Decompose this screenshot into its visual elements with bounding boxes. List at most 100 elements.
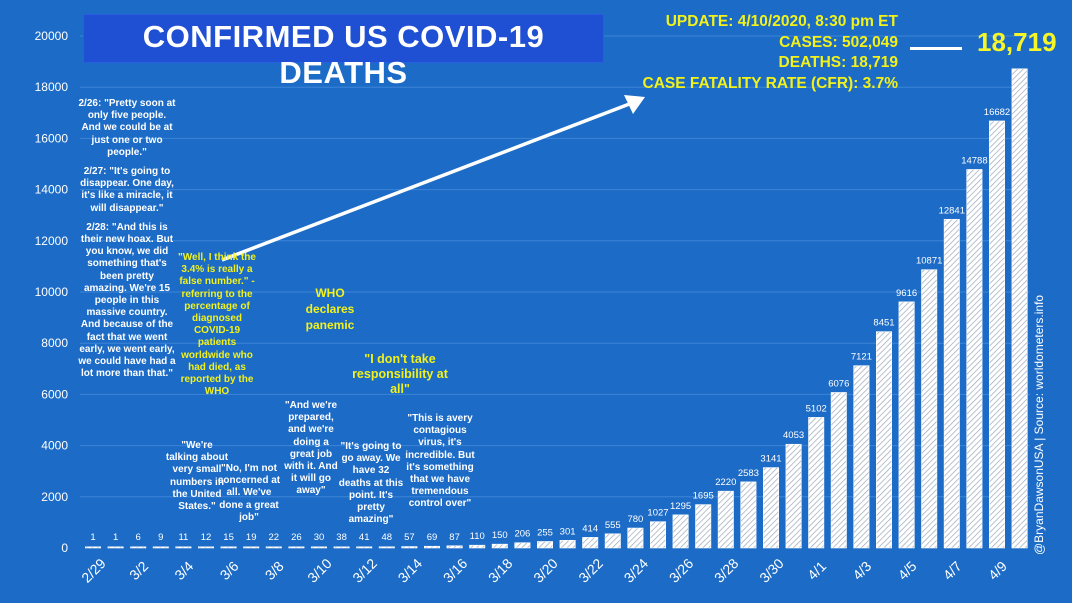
bar-value-label: 414 xyxy=(582,523,598,534)
stats-panel: UPDATE: 4/10/2020, 8:30 pm ET CASES: 502… xyxy=(643,12,898,94)
bar xyxy=(265,546,282,549)
x-tick-label: 3/30 xyxy=(756,555,787,586)
bar xyxy=(649,521,666,549)
bar-value-label: 10871 xyxy=(916,256,942,267)
bar xyxy=(921,269,938,549)
quote-responsibility: "I don't take responsibility at all" xyxy=(352,352,448,396)
bar-value-label: 15 xyxy=(223,532,234,543)
x-tick-label: 3/28 xyxy=(711,555,742,586)
bar xyxy=(672,514,689,549)
bar-value-label: 16682 xyxy=(984,107,1010,118)
bar-value-label: 1695 xyxy=(693,491,714,502)
bar xyxy=(559,539,576,549)
bar-value-label: 41 xyxy=(359,532,370,543)
quote-block-feb: 2/26: "Pretty soon at only five people. … xyxy=(78,98,176,387)
bar xyxy=(988,120,1005,549)
update-text: UPDATE: 4/10/2020, 8:30 pm ET xyxy=(665,13,898,30)
bar-value-label: 9616 xyxy=(896,288,917,299)
x-axis: 2/29 3/2 3/4 3/6 3/8 3/10 3/12 3/14 3/16 3/18 3/20… xyxy=(78,555,1010,586)
bar-value-label: 7121 xyxy=(851,352,872,363)
bars xyxy=(85,68,1028,549)
bar xyxy=(740,481,757,549)
x-tick-label: 2/29 xyxy=(78,555,109,586)
quote-2-28: 2/28: "And this is their new hoax. But y… xyxy=(78,221,176,380)
bar-value-label: 1027 xyxy=(647,508,668,519)
quote-2-26: 2/26: "Pretty soon at only five people. … xyxy=(78,98,176,158)
x-tick-label: 4/1 xyxy=(804,558,829,583)
bar-value-label: 555 xyxy=(605,520,621,531)
x-tick-label: 3/14 xyxy=(395,555,426,586)
bar-value-label: 301 xyxy=(560,526,576,537)
quote-small-numbers: "We're talking about very small numbers … xyxy=(165,440,229,513)
y-axis: 0 2000 4000 6000 8000 10000 12000 14000 16000 180… xyxy=(35,29,69,555)
x-tick-label: 3/20 xyxy=(530,555,561,586)
y-tick-label: 6000 xyxy=(41,387,68,401)
bar-value-label: 780 xyxy=(627,514,643,525)
latest-deaths-label: 18,719 xyxy=(977,27,1057,57)
bar xyxy=(808,417,825,549)
bar-value-label: 2583 xyxy=(738,468,759,479)
x-tick-label: 3/2 xyxy=(126,558,151,583)
bar xyxy=(627,527,644,549)
bar xyxy=(175,546,192,549)
bar-value-label: 38 xyxy=(336,532,347,543)
bar xyxy=(107,546,124,549)
bar-value-label: 4053 xyxy=(783,430,804,441)
bar-value-label: 150 xyxy=(492,530,508,541)
bar-value-label: 12 xyxy=(201,532,212,543)
bar-value-label: 255 xyxy=(537,527,553,538)
bar xyxy=(243,546,260,549)
bar xyxy=(446,545,463,549)
bar xyxy=(85,546,102,549)
x-tick-label: 3/12 xyxy=(349,555,380,586)
bar xyxy=(898,301,915,549)
bar xyxy=(514,542,531,549)
y-tick-label: 18000 xyxy=(35,80,69,94)
y-tick-label: 12000 xyxy=(35,234,69,248)
bar-value-label: 110 xyxy=(470,531,485,542)
quote-contagious: "This is avery contagious virus, it's in… xyxy=(405,413,475,510)
bar xyxy=(875,331,892,549)
y-tick-label: 8000 xyxy=(41,336,68,350)
arrow xyxy=(221,95,645,262)
x-tick-label: 3/22 xyxy=(575,555,606,586)
bar xyxy=(785,443,802,549)
chart-title: CONFIRMED US COVID-19 DEATHS xyxy=(142,19,545,90)
quote-not-concerned: "No, I'm not concerned at all. We've don… xyxy=(217,463,281,523)
bar-value-label: 2220 xyxy=(715,477,736,488)
x-tick-label: 3/24 xyxy=(621,555,652,586)
bar xyxy=(130,546,147,549)
quote-going-away: "It's going to go away. We have 32 death… xyxy=(338,441,404,526)
bar xyxy=(966,169,983,549)
cases-text: CASES: 502,049 xyxy=(779,33,898,51)
bar-value-label: 57 xyxy=(404,532,415,543)
x-tick-label: 3/4 xyxy=(171,558,196,583)
pointer-line xyxy=(910,47,962,50)
bar-value-label: 87 xyxy=(449,532,460,543)
y-tick-label: 10000 xyxy=(35,285,69,299)
bar-value-label: 1 xyxy=(113,532,118,543)
x-tick-label: 3/10 xyxy=(304,555,335,586)
value-labels: 1 1 6 9 11 12 15 19 22 26 30 38 41 48 57 69 87 110 150 206 2… xyxy=(90,107,1010,543)
quote-2-27: 2/27: "It's going to disappear. One day,… xyxy=(80,166,174,214)
bar xyxy=(152,546,169,549)
bar xyxy=(423,545,440,549)
bar xyxy=(943,218,960,549)
x-tick-label: 3/6 xyxy=(217,558,242,583)
bar-value-label: 22 xyxy=(269,532,280,543)
bar-value-label: 12841 xyxy=(939,205,965,216)
quote-prepared: "And we're prepared, and we're doing a g… xyxy=(284,400,338,497)
bar xyxy=(536,541,553,549)
bar-value-label: 6 xyxy=(136,532,141,543)
x-tick-label: 4/9 xyxy=(985,558,1010,583)
y-tick-label: 0 xyxy=(61,541,68,555)
bar xyxy=(717,490,734,549)
bar-value-label: 9 xyxy=(158,532,163,543)
x-tick-label: 4/3 xyxy=(849,558,874,583)
bar-value-label: 5102 xyxy=(806,403,827,414)
bar xyxy=(695,504,712,549)
cfr-text: CASE FATALITY RATE (CFR): 3.7% xyxy=(642,74,898,92)
bar-value-label: 3141 xyxy=(760,454,781,465)
x-tick-label: 3/18 xyxy=(485,555,516,586)
